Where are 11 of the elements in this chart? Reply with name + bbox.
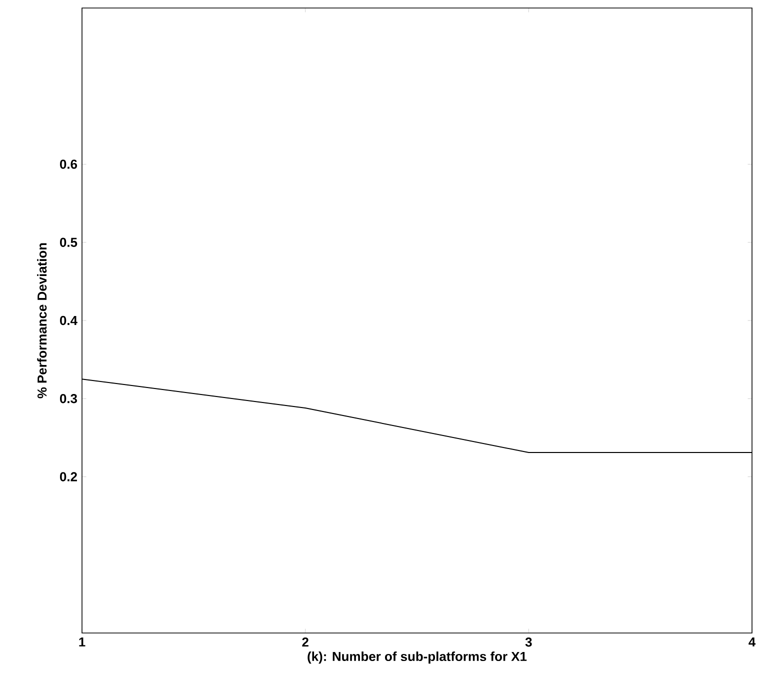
y-tick-label: 0.4 xyxy=(60,316,78,326)
y-axis-title: % Performance Deviation xyxy=(37,243,47,398)
x-tick-label: 4 xyxy=(748,638,756,646)
x-axis-title: (k): Number of sub-platforms for X1 xyxy=(308,652,527,664)
y-tick-label: 0.3 xyxy=(60,394,78,404)
y-tick-label: 0.2 xyxy=(60,472,77,482)
x-tick-label: 3 xyxy=(525,638,532,647)
x-tick-label: 1 xyxy=(79,638,86,646)
y-tick-label: 0.5 xyxy=(60,238,78,247)
y-tick-label: 0.6 xyxy=(60,160,78,169)
x-tick-label: 2 xyxy=(302,638,308,647)
